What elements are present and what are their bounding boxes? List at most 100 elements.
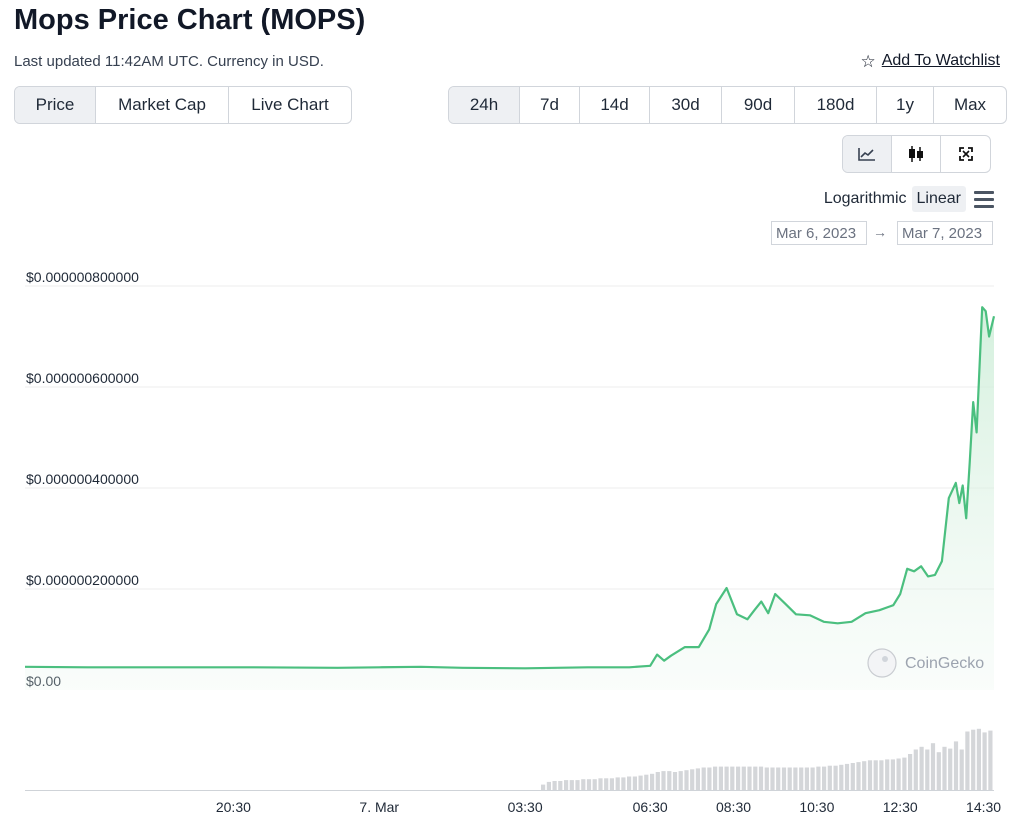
volume-bar [965,731,970,790]
volume-bar [604,778,609,790]
volume-bar [822,766,827,790]
volume-bar [913,749,918,790]
volume-bar [541,784,546,790]
volume-bar [804,767,809,790]
chart-view-tabs: Price Market Cap Live Chart [14,86,352,124]
volume-bar [581,779,586,790]
x-tick-label: 08:30 [716,799,751,815]
volume-bar [564,780,569,790]
range-7d[interactable]: 7d [520,87,580,123]
volume-bar [781,767,787,790]
tab-price[interactable]: Price [15,87,96,123]
price-area-fill [25,307,994,690]
y-tick-label: $0.000000400000 [26,471,139,487]
volume-bar [644,774,649,790]
range-24h[interactable]: 24h [449,87,520,123]
volume-bar [793,767,798,790]
volume-bar [592,779,597,790]
volume-bar [787,767,792,790]
range-max[interactable]: Max [953,95,987,114]
volume-bar [736,766,741,790]
volume-bar [758,766,764,790]
volume-bar [552,781,557,790]
volume-bar [586,779,592,790]
volume-bar [655,772,660,790]
line-chart-icon[interactable] [843,136,892,172]
arrow-right-icon: → [873,224,887,240]
volume-bar [569,780,574,790]
volume-bar [816,766,821,790]
range-30d[interactable]: 30d [650,87,722,123]
volume-bar [713,766,718,790]
time-range-selector: 24h 7d 14d 30d 90d 180d 1y Max [448,86,1007,124]
x-tick-label: 14:30 [966,799,1001,815]
volume-bar [971,729,976,790]
candlestick-icon[interactable] [892,136,941,172]
volume-bar [575,780,580,790]
x-tick-label: 12:30 [883,799,918,815]
volume-bar [753,766,758,790]
range-1y[interactable]: 1y [877,87,934,123]
volume-bar [839,764,844,790]
volume-bar [856,762,861,790]
x-tick-label: 03:30 [508,799,543,815]
volume-bar [638,775,643,790]
volume-bar [678,771,683,790]
volume-bar [718,766,723,790]
volume-bar [827,765,832,790]
range-180d[interactable]: 180d [795,87,877,123]
volume-bar [953,741,959,790]
volume-bar [867,760,873,790]
volume-bar [799,767,804,790]
menu-icon[interactable] [974,190,994,208]
volume-bar [919,746,924,790]
volume-bar [609,778,614,790]
fullscreen-icon[interactable] [941,136,990,172]
volume-bar [890,759,895,790]
volume-bar [879,760,884,790]
volume-bar [959,749,964,790]
volume-bar [896,758,901,790]
y-tick-label: $0.000000200000 [26,572,139,588]
x-tick-label: 20:30 [216,799,251,815]
x-tick-label: 10:30 [799,799,834,815]
price-line [24,306,996,670]
volume-bar [615,777,620,790]
watermark-text: CoinGecko [905,655,984,672]
volume-bar [747,766,752,790]
add-to-watchlist-link[interactable]: ☆ Add To Watchlist [860,52,1000,70]
range-90d[interactable]: 90d [722,87,795,123]
chart-type-selector [842,135,991,173]
last-updated-text: Last updated 11:42AM UTC. Currency in US… [14,53,324,70]
volume-bar [982,732,987,790]
date-from-field[interactable]: Mar 6, 2023 [771,221,867,245]
volume-bar [546,781,551,790]
volume-bar [902,757,907,790]
volume-bar [885,759,890,790]
tab-market-cap[interactable]: Market Cap [96,87,229,123]
y-tick-label: $0.000000800000 [26,269,139,285]
scale-logarithmic[interactable]: Logarithmic [823,190,907,207]
volume-bar [627,776,632,790]
tab-live-chart[interactable]: Live Chart [251,95,329,114]
watchlist-label: Add To Watchlist [881,52,1000,69]
volume-bar [672,772,678,790]
volume-bar [810,767,815,790]
volume-bar [976,728,981,790]
volume-bar [632,776,637,790]
y-tick-label: $0.000000600000 [26,370,139,386]
range-14d[interactable]: 14d [580,87,650,123]
volume-bar [908,754,913,790]
volume-bar [558,781,563,790]
volume-bar [701,767,706,790]
date-to-field[interactable]: Mar 7, 2023 [897,221,993,245]
scale-linear[interactable]: Linear [911,186,966,212]
volume-bar [730,766,735,790]
scale-toggle: Logarithmic Linear [819,186,994,212]
volume-bar [741,766,746,790]
volume-bar [690,769,695,790]
volume-bar [695,768,700,790]
volume-bar [650,773,655,790]
volume-bar [988,730,993,790]
coingecko-watermark: CoinGecko [867,648,984,678]
